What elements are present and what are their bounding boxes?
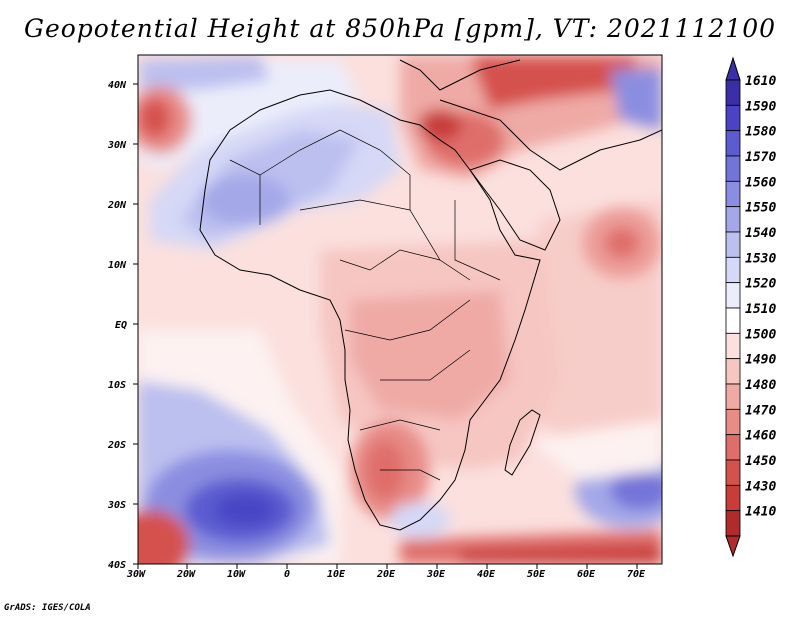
colorbar-label: 1590 — [745, 99, 776, 114]
lon-label: 60E — [577, 569, 596, 580]
coastlines — [199, 59, 662, 531]
colorbar-swatch — [725, 408, 741, 436]
colorbar-bottom-arrow — [725, 535, 741, 558]
colorbar-label: 1410 — [745, 505, 776, 520]
lat-label: 10S — [108, 380, 126, 391]
colorbar-label: 1470 — [745, 403, 776, 418]
lon-label: 70E — [627, 569, 646, 580]
lon-label: 20W — [176, 569, 196, 580]
lon-label: 50E — [527, 569, 546, 580]
colorbar-swatch — [725, 459, 741, 486]
credit-text: GrADS: IGES/COLA — [4, 603, 91, 613]
colorbar-top-arrow — [725, 56, 741, 81]
colorbar-swatch — [725, 130, 741, 157]
colorbar-label: 1450 — [745, 454, 776, 469]
lat-label: 30N — [107, 140, 127, 151]
lat-labels: 40N 30N 20N 10N EQ 10S 20S 30S 40S — [107, 80, 127, 571]
colorbar-swatch — [725, 383, 741, 410]
lat-label: 40S — [108, 560, 126, 571]
colorbar-label: 1560 — [745, 175, 776, 190]
colorbar-swatch — [725, 484, 741, 512]
lon-label: 20E — [376, 569, 396, 580]
lat-label: 30S — [107, 500, 126, 511]
colorbar-swatch — [725, 155, 741, 182]
colorbar-swatch — [725, 231, 741, 258]
lat-label: 40N — [108, 80, 127, 91]
lon-label: 30W — [126, 569, 146, 580]
colorbar-label: 1500 — [745, 327, 776, 342]
axis-ticks — [133, 83, 638, 569]
colorbar-label: 1520 — [745, 277, 776, 292]
colorbar-label: 1490 — [745, 353, 776, 368]
lat-label: EQ — [115, 320, 127, 331]
colorbar-swatch — [725, 206, 741, 233]
lon-label: 10W — [227, 569, 246, 580]
lon-label: 40E — [477, 569, 496, 580]
lon-label: 10E — [327, 569, 346, 580]
colorbar-swatch — [725, 358, 741, 385]
colorbar-swatch — [725, 434, 741, 461]
lat-label: 20S — [107, 440, 126, 451]
colorbar-label: 1580 — [745, 125, 776, 140]
height-field — [138, 55, 662, 564]
lat-label: 10N — [108, 260, 127, 271]
colorbar-label: 1430 — [745, 479, 776, 494]
lon-label: 30E — [426, 569, 446, 580]
colorbar-swatch — [725, 256, 741, 284]
map-title: Geopotential Height at 850hPa [gpm], VT:… — [23, 14, 777, 43]
colorbar-label: 1570 — [745, 150, 776, 165]
colorbar-swatch — [725, 79, 741, 106]
colorbar-label: 1510 — [745, 302, 776, 317]
lon-labels: 30W 20W 10W 0 10E 20E 30E 40E 50E 60E 70… — [126, 569, 646, 580]
colorbar-label: 1540 — [745, 226, 776, 241]
colorbar-swatch — [725, 104, 741, 132]
colorbar-swatch — [725, 510, 741, 537]
colorbar: 1610 1590 1580 1570 1560 1550 1540 1530 1520 1510… — [725, 56, 776, 558]
map-frame — [137, 54, 663, 565]
colorbar-label: 1550 — [745, 201, 776, 216]
colorbar-swatch — [725, 332, 741, 360]
lat-label: 20N — [107, 200, 127, 211]
colorbar-swatch — [725, 307, 741, 334]
country-borders — [229, 129, 501, 481]
colorbar-swatch — [725, 282, 741, 309]
lon-label: 0 — [284, 569, 290, 580]
colorbar-label: 1530 — [745, 251, 776, 266]
colorbar-label: 1460 — [745, 429, 776, 444]
colorbar-swatch — [725, 180, 741, 208]
colorbar-label: 1480 — [745, 378, 776, 393]
colorbar-label: 1610 — [745, 74, 776, 89]
